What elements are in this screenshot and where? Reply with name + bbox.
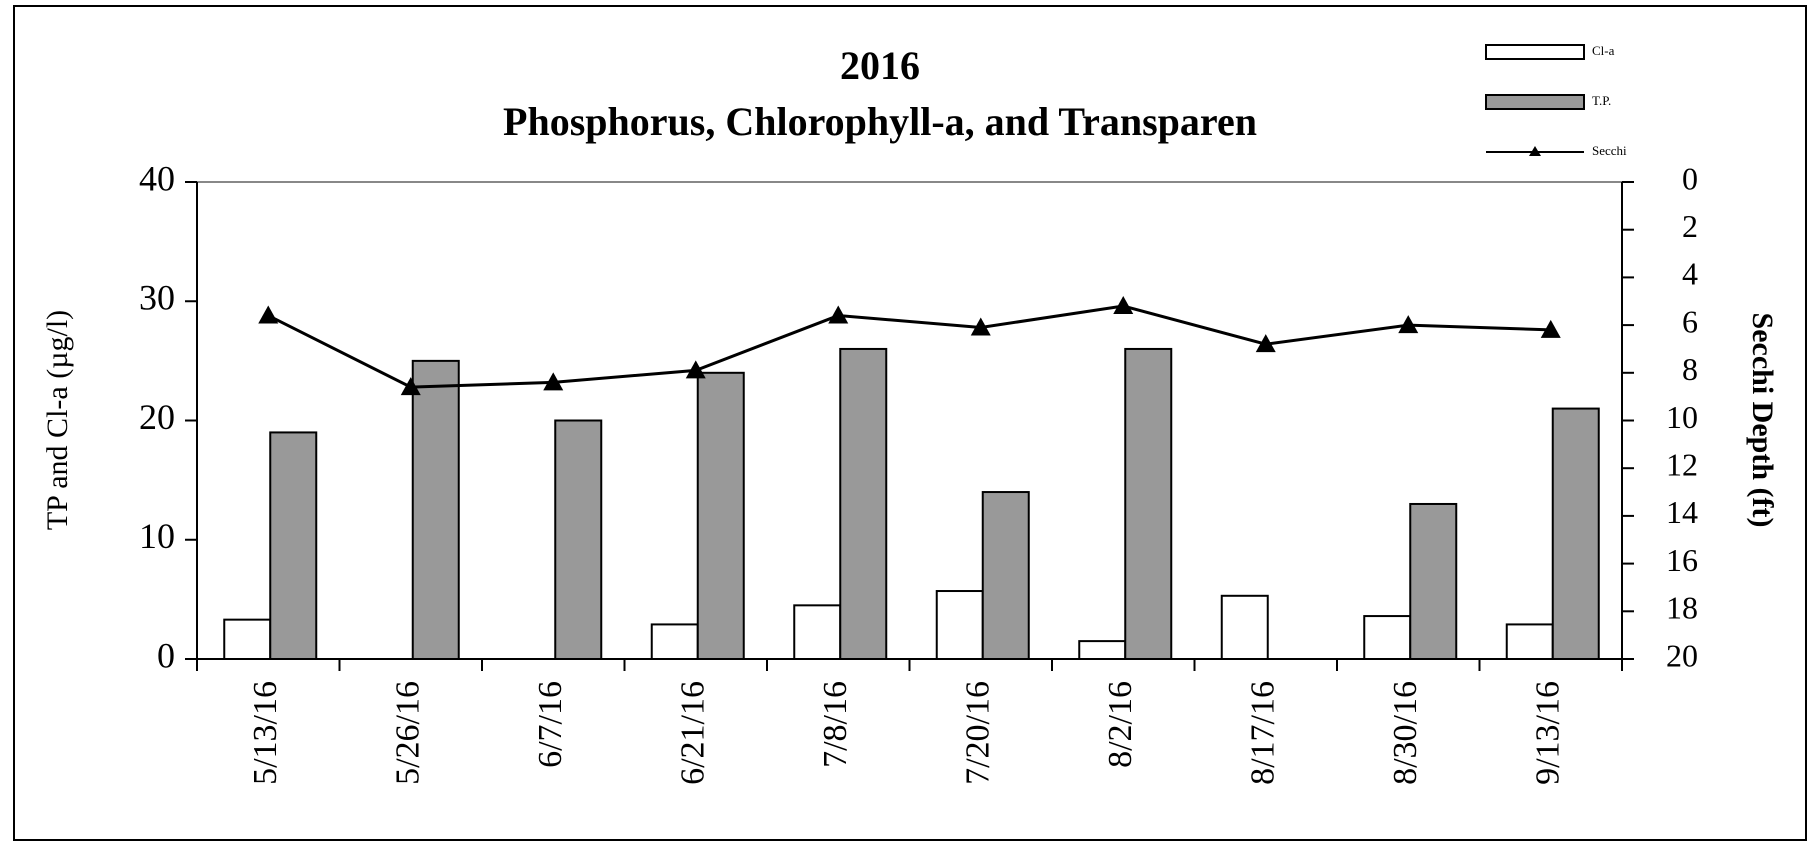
bar — [1124, 347, 1173, 660]
marker — [400, 377, 421, 396]
y-tick-label: 40 — [139, 158, 175, 198]
x-tick-label: 5/26/16 — [390, 681, 427, 785]
bar — [793, 604, 842, 661]
legend-swatch — [1485, 44, 1585, 60]
x-tick-label: 8/17/16 — [1245, 681, 1282, 785]
line — [267, 304, 1551, 389]
x-tick-label: 6/21/16 — [675, 681, 712, 785]
bar — [223, 618, 272, 661]
y-tick-label: 30 — [139, 278, 175, 318]
y2-tick-label: 12 — [1666, 447, 1698, 483]
y2-tick-label: 20 — [1666, 637, 1698, 673]
frame — [13, 5, 1807, 841]
bar — [935, 590, 984, 661]
marker — [828, 305, 849, 324]
y2-axis-label: Secchi Depth (ft) — [1746, 313, 1779, 528]
bar — [1078, 640, 1127, 660]
legend-label: Secchi — [1592, 143, 1627, 158]
y2-tick-label: 14 — [1666, 494, 1698, 530]
bar — [1220, 594, 1269, 660]
marker — [1255, 334, 1276, 353]
bar — [411, 359, 460, 660]
marker — [1113, 296, 1134, 315]
marker — [970, 317, 991, 336]
y2-tick-label: 4 — [1682, 256, 1698, 292]
bar — [1409, 502, 1458, 660]
x-tick-label: 7/20/16 — [960, 681, 997, 785]
marker — [1540, 319, 1561, 338]
marker — [258, 305, 279, 324]
y2-tick-label: 6 — [1682, 303, 1698, 339]
y-tick-label: 0 — [157, 635, 175, 675]
bar — [1551, 407, 1600, 661]
bar — [650, 623, 699, 660]
marker — [543, 372, 564, 391]
y2-tick-label: 8 — [1682, 351, 1698, 387]
legend-marker — [1529, 146, 1541, 156]
y2-tick-label: 18 — [1666, 590, 1698, 626]
bar — [839, 347, 888, 660]
x-tick-label: 8/2/16 — [1102, 681, 1139, 768]
marker — [1398, 315, 1419, 334]
bar — [269, 431, 318, 660]
x-tick-label: 7/8/16 — [817, 681, 854, 768]
y2-tick-label: 10 — [1666, 399, 1698, 435]
x-tick-label: 6/7/16 — [532, 681, 569, 768]
x-tick-label: 5/13/16 — [247, 681, 284, 785]
y-tick-label: 10 — [139, 516, 175, 556]
marker — [685, 360, 706, 379]
x-tick-label: 9/13/16 — [1530, 681, 1567, 785]
legend-label: T.P. — [1592, 93, 1611, 108]
y-tick-label: 20 — [139, 397, 175, 437]
y-axis-label: TP and Cl-a (µg/l) — [41, 310, 74, 530]
bar — [1363, 615, 1412, 661]
chart-title: 2016 — [840, 43, 920, 88]
bar — [696, 371, 745, 660]
legend-label: Cl-a — [1592, 43, 1615, 58]
y2-tick-label: 16 — [1666, 542, 1698, 578]
y2-tick-label: 2 — [1682, 208, 1698, 244]
y2-tick-label: 0 — [1682, 160, 1698, 196]
legend-swatch — [1485, 94, 1585, 110]
bar — [981, 491, 1030, 660]
x-tick-label: 8/30/16 — [1387, 681, 1424, 785]
bar — [1505, 623, 1554, 660]
chart-subtitle: Phosphorus, Chlorophyll-a, and Transpare… — [503, 99, 1257, 144]
bar — [554, 419, 603, 660]
